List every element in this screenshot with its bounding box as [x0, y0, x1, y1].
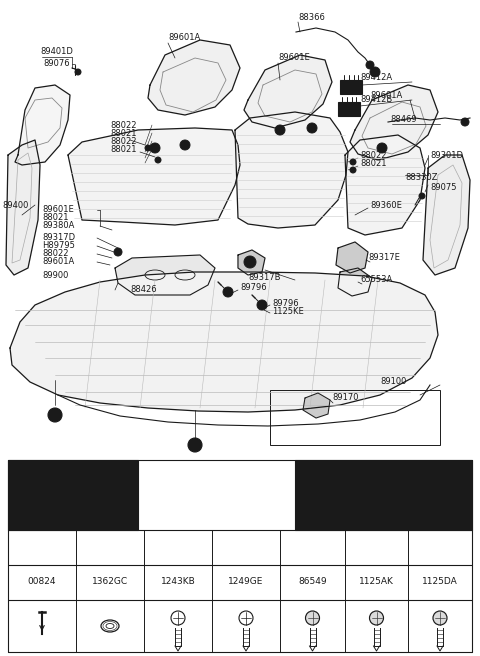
- Text: 88022: 88022: [110, 136, 136, 146]
- Text: 1243KA: 1243KA: [12, 468, 49, 478]
- Circle shape: [370, 67, 380, 77]
- Polygon shape: [10, 272, 438, 412]
- Text: 1125AK: 1125AK: [359, 577, 394, 586]
- Text: 88366: 88366: [298, 14, 325, 22]
- Text: 89900: 89900: [42, 270, 68, 279]
- Text: 89160: 89160: [318, 478, 345, 487]
- Circle shape: [275, 125, 285, 135]
- Text: 89160B: 89160B: [372, 468, 404, 478]
- Circle shape: [223, 287, 233, 297]
- Polygon shape: [115, 255, 215, 295]
- Text: 1125DA: 1125DA: [422, 577, 458, 586]
- Text: 89412A: 89412A: [360, 73, 392, 83]
- Polygon shape: [68, 128, 240, 225]
- Text: 88426: 88426: [130, 285, 156, 295]
- Text: a: a: [53, 411, 58, 419]
- Polygon shape: [345, 135, 425, 235]
- Text: 88021: 88021: [42, 213, 69, 222]
- Bar: [340, 80, 362, 94]
- Text: 88469: 88469: [390, 115, 417, 125]
- Text: 89796: 89796: [272, 298, 299, 308]
- Circle shape: [244, 256, 256, 268]
- Text: 89165: 89165: [318, 468, 345, 477]
- Text: 89360E: 89360E: [370, 201, 402, 209]
- Text: 89412B: 89412B: [360, 96, 392, 104]
- Circle shape: [247, 259, 253, 265]
- Polygon shape: [336, 242, 368, 273]
- Text: 89601A: 89601A: [168, 33, 200, 43]
- Text: 89400: 89400: [2, 201, 28, 209]
- Circle shape: [366, 61, 374, 69]
- Text: 88330Z: 88330Z: [405, 173, 437, 182]
- Circle shape: [188, 438, 202, 452]
- Text: 86549: 86549: [298, 577, 327, 586]
- Circle shape: [145, 145, 151, 151]
- Text: 88021: 88021: [110, 144, 136, 154]
- Circle shape: [350, 167, 356, 173]
- Circle shape: [350, 159, 356, 165]
- Circle shape: [75, 69, 81, 75]
- Circle shape: [114, 248, 122, 256]
- Text: 89317E: 89317E: [368, 253, 400, 262]
- Circle shape: [150, 143, 160, 153]
- Polygon shape: [303, 393, 330, 418]
- Polygon shape: [6, 140, 40, 275]
- Circle shape: [307, 123, 317, 133]
- Circle shape: [155, 157, 161, 163]
- Text: 88021: 88021: [110, 129, 136, 138]
- Text: 88022: 88022: [360, 150, 386, 159]
- Text: H89795: H89795: [42, 241, 75, 251]
- Bar: [295, 460, 472, 530]
- Bar: [270, 390, 440, 445]
- Circle shape: [419, 193, 425, 199]
- Circle shape: [433, 611, 447, 625]
- Text: 89380A: 89380A: [42, 222, 74, 230]
- Circle shape: [461, 118, 469, 126]
- Text: 89796: 89796: [240, 283, 266, 293]
- Circle shape: [180, 140, 190, 150]
- Text: 88022: 88022: [42, 249, 69, 258]
- Text: 89601A: 89601A: [370, 91, 402, 100]
- Polygon shape: [423, 155, 470, 275]
- Polygon shape: [15, 85, 70, 165]
- Text: 89317B: 89317B: [248, 274, 280, 283]
- Polygon shape: [244, 55, 332, 128]
- Text: 1362GC: 1362GC: [92, 577, 128, 586]
- Text: 89076: 89076: [43, 60, 70, 68]
- Polygon shape: [338, 268, 372, 296]
- Text: 00824: 00824: [28, 577, 56, 586]
- Circle shape: [257, 300, 267, 310]
- Circle shape: [370, 611, 384, 625]
- Polygon shape: [235, 112, 348, 228]
- Text: a: a: [302, 468, 307, 476]
- Text: 89317D: 89317D: [42, 234, 75, 243]
- Text: 88021: 88021: [360, 159, 386, 167]
- Text: a: a: [192, 440, 197, 449]
- Text: 1249GE: 1249GE: [228, 577, 264, 586]
- Circle shape: [298, 465, 312, 479]
- Circle shape: [377, 143, 387, 153]
- Text: 89301D: 89301D: [430, 150, 463, 159]
- Text: 89601A: 89601A: [42, 258, 74, 266]
- Text: 89401D: 89401D: [40, 47, 73, 56]
- Text: 88022: 88022: [110, 121, 136, 129]
- Text: 89075: 89075: [430, 184, 456, 192]
- Circle shape: [305, 611, 320, 625]
- Text: 89100: 89100: [380, 377, 407, 386]
- Text: 1125KE: 1125KE: [272, 308, 304, 316]
- Polygon shape: [350, 85, 438, 160]
- Text: 1243KB: 1243KB: [161, 577, 195, 586]
- Polygon shape: [148, 40, 240, 115]
- Text: 89170: 89170: [332, 394, 359, 403]
- Text: 65553A: 65553A: [360, 276, 392, 285]
- Text: 89601E: 89601E: [278, 54, 310, 62]
- Bar: [338, 102, 360, 116]
- Text: 89601E: 89601E: [42, 205, 74, 215]
- Polygon shape: [238, 250, 265, 275]
- Bar: [8, 460, 138, 530]
- Circle shape: [48, 408, 62, 422]
